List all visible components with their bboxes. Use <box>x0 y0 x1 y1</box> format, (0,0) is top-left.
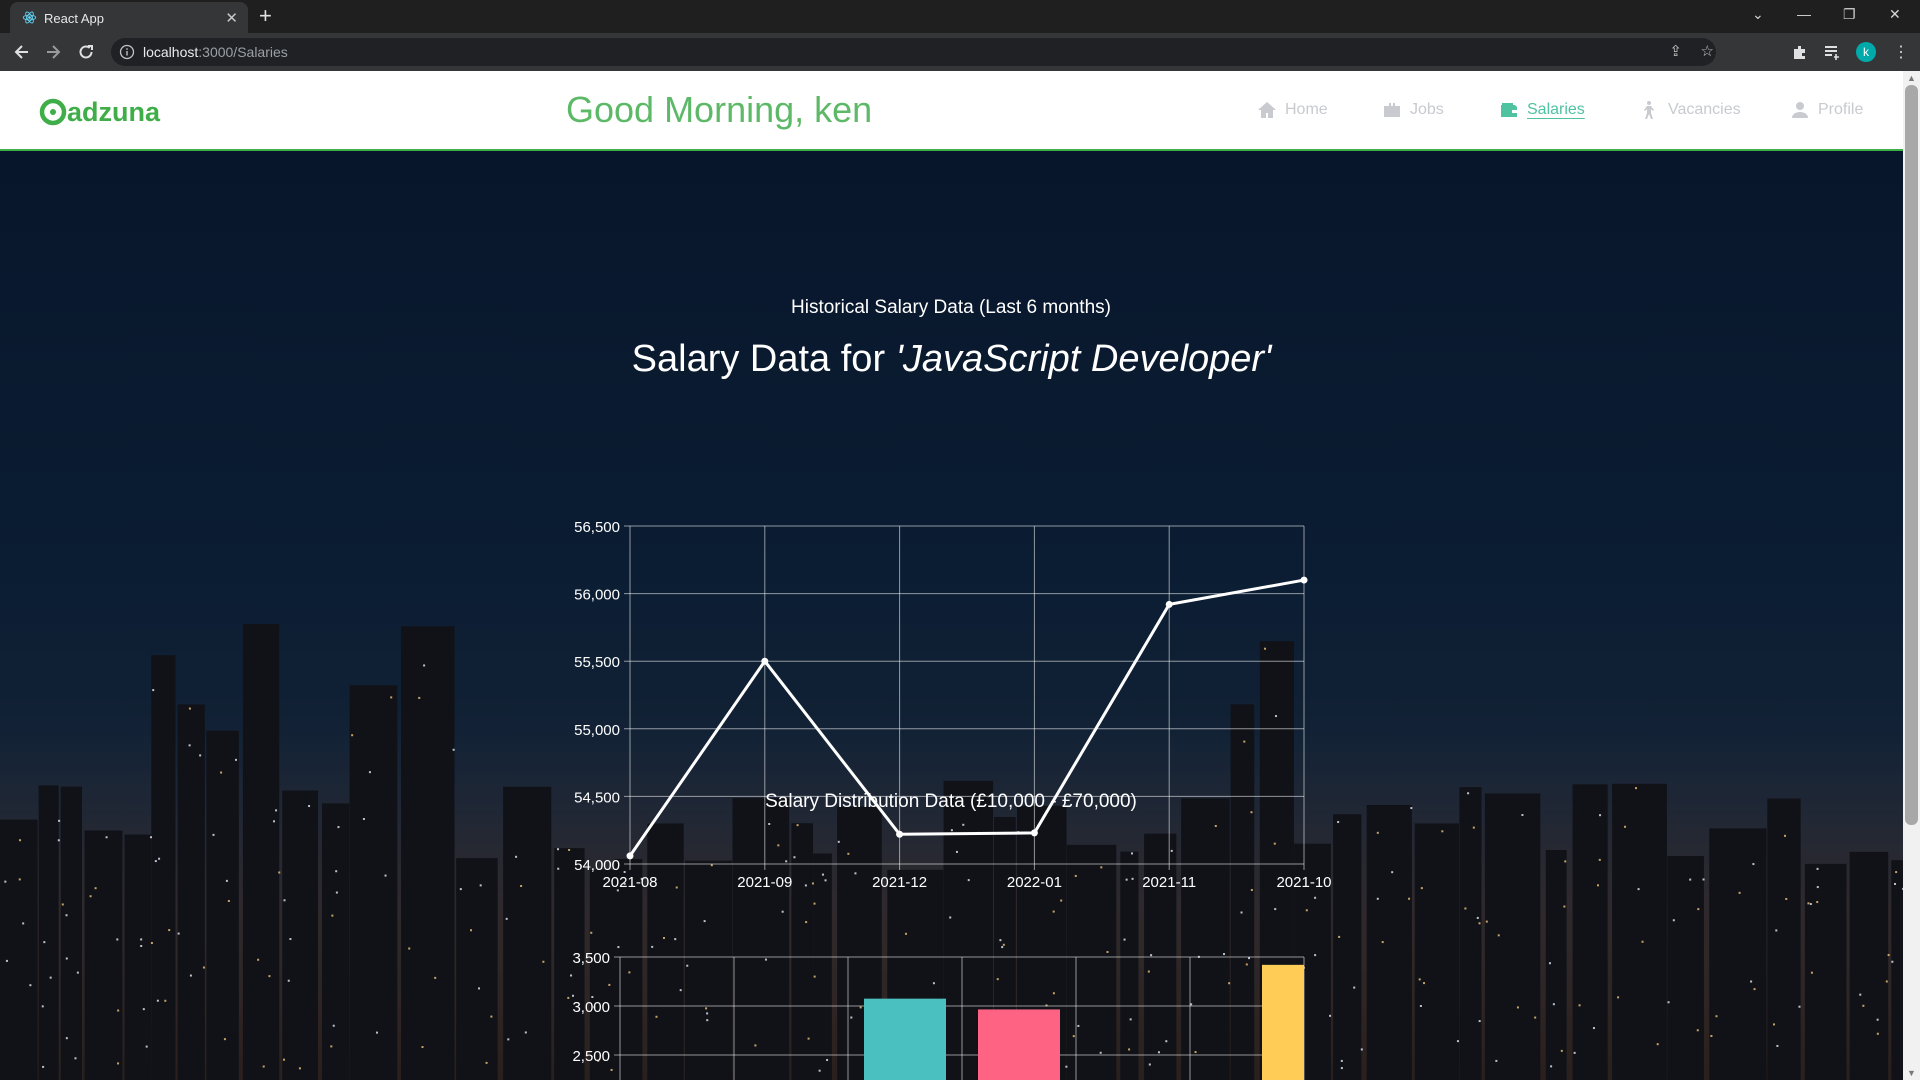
url-path: :3000/Salaries <box>198 44 288 60</box>
line-x-tick-label: 2021-10 <box>1276 874 1331 891</box>
info-icon[interactable] <box>119 44 135 60</box>
reload-icon[interactable] <box>76 42 96 62</box>
close-window-icon[interactable]: ✕ <box>1889 6 1901 22</box>
line-data-point[interactable] <box>1165 600 1173 608</box>
browser-menu-icon[interactable]: ⋮ <box>1893 44 1909 61</box>
user-icon <box>1792 102 1808 118</box>
bar-y-tick-label: 3,000 <box>572 999 610 1016</box>
line-data-point[interactable] <box>896 830 904 838</box>
tab-title: React App <box>44 11 104 26</box>
url-host: localhost <box>143 44 199 60</box>
scroll-up-icon[interactable]: ▲ <box>1907 73 1916 83</box>
nav-jobs-label: Jobs <box>1410 101 1444 118</box>
close-tab-icon[interactable]: ✕ <box>225 10 238 27</box>
line-y-tick-label: 55,500 <box>574 654 620 671</box>
address-toolbar: localhost:3000/Salaries ⇪ ☆ k ⋮ <box>0 33 1920 71</box>
line-y-tick-label: 56,500 <box>574 519 620 536</box>
salary-distribution-bar[interactable] <box>978 1009 1060 1080</box>
nav-jobs[interactable]: Jobs <box>1382 100 1444 120</box>
line-data-point[interactable] <box>1300 576 1308 584</box>
back-icon[interactable] <box>12 42 32 62</box>
line-x-tick-label: 2021-12 <box>872 874 927 891</box>
nav-home-label: Home <box>1285 101 1328 118</box>
line-data-point[interactable] <box>761 657 769 665</box>
bar-chart-title: Salary Distribution Data (£10,000 - £70,… <box>765 791 1137 812</box>
profile-avatar[interactable]: k <box>1856 42 1876 62</box>
adzuna-logo[interactable]: adzuna <box>38 91 174 129</box>
react-icon <box>22 11 37 24</box>
bar-y-tick-label: 3,500 <box>572 950 610 967</box>
salary-distribution-bar[interactable] <box>864 998 946 1080</box>
line-x-tick-label: 2022-01 <box>1007 874 1062 891</box>
home-icon <box>1258 102 1276 118</box>
browser-tab[interactable]: React App ✕ <box>10 2 248 33</box>
salary-hero: Salary Data for 'JavaScript Developer' H… <box>0 151 1903 1080</box>
share-icon[interactable]: ⇪ <box>1669 43 1682 60</box>
salary-distribution-bar-chart: Salary Distribution Data (£10,000 - £70,… <box>572 791 1305 1080</box>
line-data-point[interactable] <box>626 852 634 860</box>
logo-text: adzuna <box>67 97 161 127</box>
nav-vacancies[interactable]: Vacancies <box>1640 100 1741 120</box>
salary-distribution-bar[interactable] <box>1262 964 1304 1080</box>
minimize-icon[interactable]: — <box>1797 6 1811 22</box>
nav-salaries[interactable]: Salaries <box>1499 100 1585 120</box>
nav-profile[interactable]: Profile <box>1790 100 1863 120</box>
salary-line-series <box>628 578 1305 857</box>
line-y-tick-label: 55,000 <box>574 722 620 739</box>
restore-icon[interactable]: ❐ <box>1843 6 1856 22</box>
line-x-tick-label: 2021-09 <box>737 874 792 891</box>
greeting: Good Morning, ken <box>566 89 873 130</box>
heading-prefix: Salary Data for <box>631 338 896 381</box>
line-y-tick-label: 56,000 <box>574 587 620 604</box>
heading-query: 'JavaScript Developer' <box>895 338 1272 381</box>
page-viewport: Salary Data for 'JavaScript Developer' H… <box>0 71 1903 1080</box>
bookmark-star-icon[interactable]: ☆ <box>1700 43 1714 60</box>
forward-icon[interactable] <box>43 42 63 62</box>
nav-vacancies-label: Vacancies <box>1668 101 1741 118</box>
extensions-icon[interactable] <box>1790 42 1810 62</box>
line-data-point[interactable] <box>1030 829 1038 837</box>
page-scrollbar[interactable]: ▲ ▼ <box>1903 71 1920 1080</box>
line-chart-title: Historical Salary Data (Last 6 months) <box>791 297 1111 318</box>
briefcase-icon <box>1384 103 1400 117</box>
line-x-tick-label: 2021-08 <box>602 874 657 891</box>
reading-list-icon[interactable] <box>1822 42 1842 62</box>
url-text: localhost:3000/Salaries <box>143 44 288 60</box>
nav-home[interactable]: Home <box>1257 100 1328 120</box>
browser-tab-strip: React App ✕ + ⌄ — ❐ ✕ <box>0 0 1920 33</box>
bar-y-tick-label: 2,500 <box>572 1048 610 1065</box>
tab-search-icon[interactable]: ⌄ <box>1752 6 1764 22</box>
wallet-icon <box>1501 103 1517 117</box>
historical-salary-line-chart: Historical Salary Data (Last 6 months) 5… <box>574 297 1331 891</box>
new-tab-icon[interactable]: + <box>259 3 272 28</box>
scroll-down-icon[interactable]: ▼ <box>1907 1068 1916 1078</box>
page-heading: Salary Data for 'JavaScript Developer' <box>0 338 1903 381</box>
line-x-tick-label: 2021-11 <box>1142 874 1196 891</box>
line-y-tick-label: 54,500 <box>574 789 620 806</box>
app-navbar: adzuna Good Morning, ken Home Jobs Salar… <box>0 71 1903 151</box>
address-bar[interactable]: localhost:3000/Salaries ⇪ ☆ <box>111 38 1716 66</box>
nav-salaries-label: Salaries <box>1527 101 1585 118</box>
city-skyline-background <box>0 623 1903 1080</box>
scrollbar-thumb[interactable] <box>1905 85 1918 825</box>
nav-profile-label: Profile <box>1818 101 1864 118</box>
line-y-tick-label: 54,000 <box>574 857 620 874</box>
person-icon <box>1644 101 1654 119</box>
